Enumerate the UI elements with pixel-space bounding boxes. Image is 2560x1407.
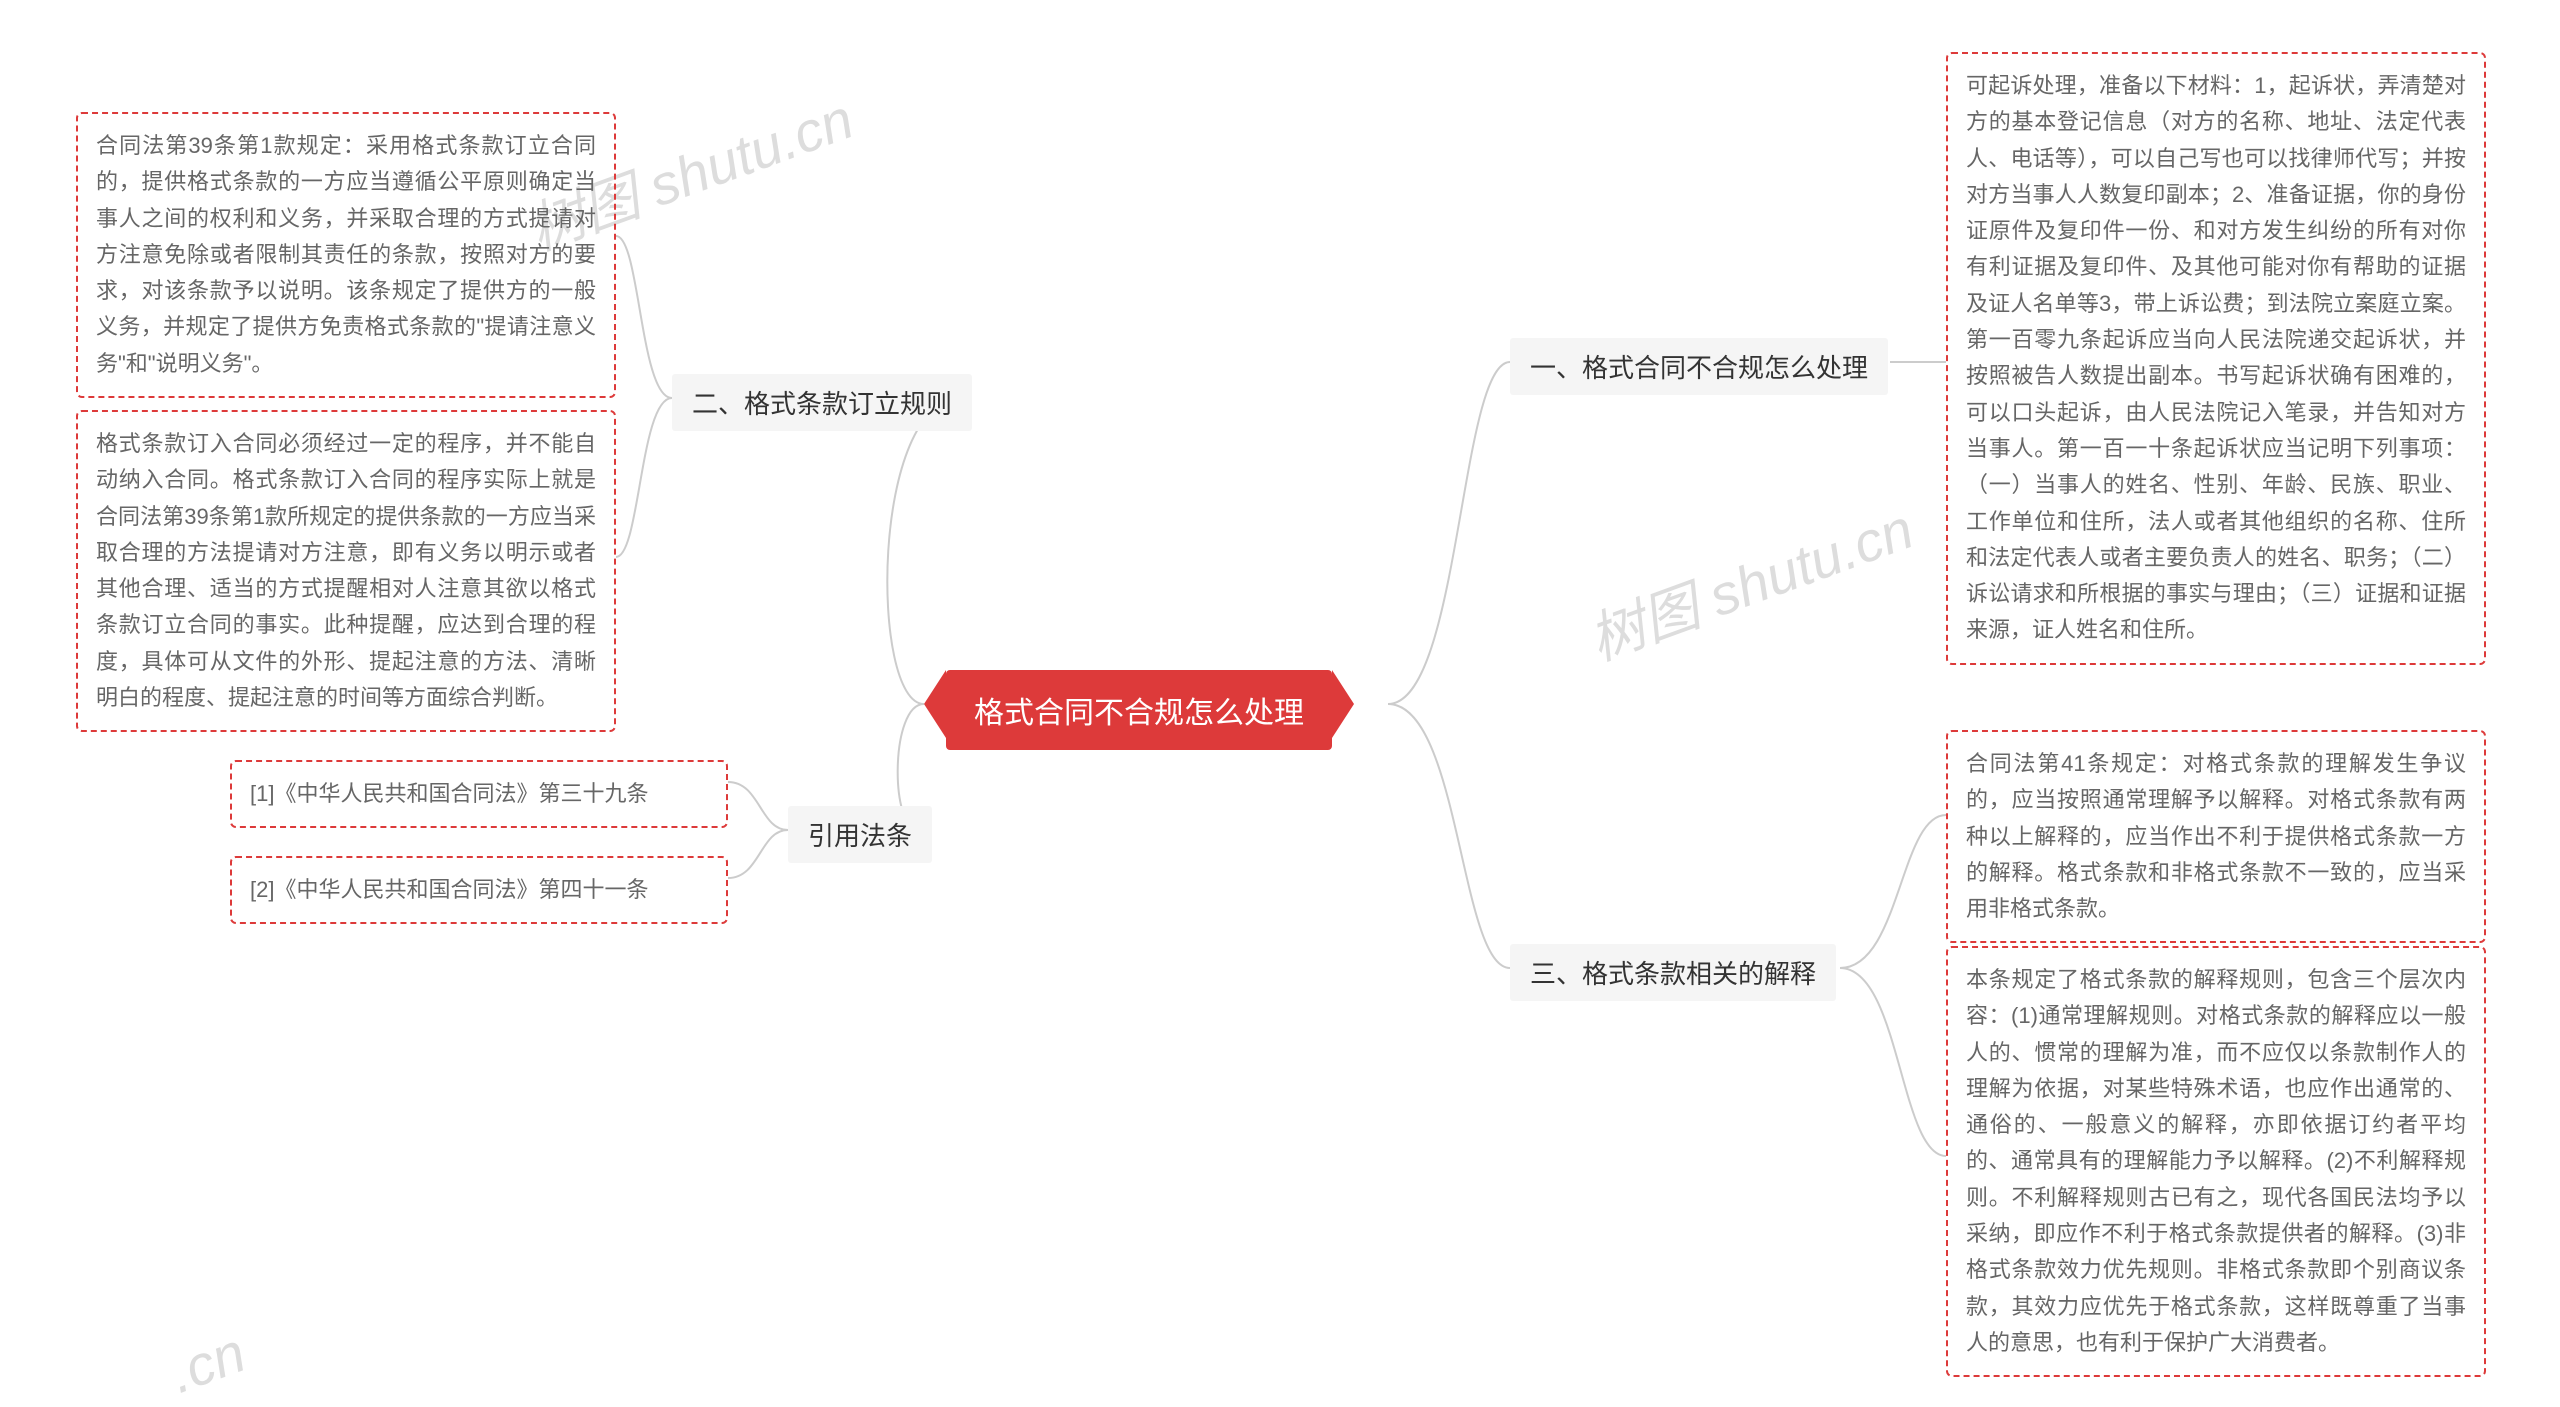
leaf-node: [2]《中华人民共和国合同法》第四十一条 <box>230 856 728 924</box>
leaf-node: 合同法第39条第1款规定：采用格式条款订立合同的，提供格式条款的一方应当遵循公平… <box>76 112 616 398</box>
branch-label: 引用法条 <box>808 821 912 851</box>
connector <box>887 398 962 704</box>
connector <box>616 236 672 398</box>
leaf-node: 格式条款订入合同必须经过一定的程序，并不能自动纳入合同。格式条款订入合同的程序实… <box>76 410 616 732</box>
branch-label: 三、格式条款相关的解释 <box>1530 959 1816 989</box>
leaf-node: 本条规定了格式条款的解释规则，包含三个层次内容：(1)通常理解规则。对格式条款的… <box>1946 946 2486 1377</box>
connector <box>1388 362 1510 704</box>
leaf-text: 合同法第41条规定：对格式条款的理解发生争议的，应当按照通常理解予以解释。对格式… <box>1966 751 2466 921</box>
branch-node: 一、格式合同不合规怎么处理 <box>1510 338 1888 395</box>
leaf-text: 可起诉处理，准备以下材料：1，起诉状，弄清楚对方的基本登记信息（对方的名称、地址… <box>1966 73 2466 642</box>
mindmap-canvas: 格式合同不合规怎么处理 一、格式合同不合规怎么处理三、格式条款相关的解释 二、格式… <box>0 0 2560 1407</box>
connector <box>1840 968 1946 1156</box>
branch-node: 二、格式条款订立规则 <box>672 374 972 431</box>
leaf-text: 本条规定了格式条款的解释规则，包含三个层次内容：(1)通常理解规则。对格式条款的… <box>1966 967 2466 1355</box>
connector <box>728 830 788 878</box>
leaf-node: 可起诉处理，准备以下材料：1，起诉状，弄清楚对方的基本登记信息（对方的名称、地址… <box>1946 52 2486 665</box>
connector <box>728 782 788 830</box>
connector <box>1388 704 1510 968</box>
leaf-text: 合同法第39条第1款规定：采用格式条款订立合同的，提供格式条款的一方应当遵循公平… <box>96 133 596 376</box>
connector <box>1840 815 1946 968</box>
branch-node: 引用法条 <box>788 806 932 863</box>
branch-label: 二、格式条款订立规则 <box>692 389 952 419</box>
leaf-text: [1]《中华人民共和国合同法》第三十九条 <box>250 781 648 806</box>
connector <box>616 398 672 557</box>
root-label: 格式合同不合规怎么处理 <box>974 697 1304 730</box>
leaf-node: 合同法第41条规定：对格式条款的理解发生争议的，应当按照通常理解予以解释。对格式… <box>1946 730 2486 943</box>
branch-label: 一、格式合同不合规怎么处理 <box>1530 353 1868 383</box>
leaf-text: [2]《中华人民共和国合同法》第四十一条 <box>250 877 648 902</box>
root-node: 格式合同不合规怎么处理 <box>946 670 1332 750</box>
leaf-text: 格式条款订入合同必须经过一定的程序，并不能自动纳入合同。格式条款订入合同的程序实… <box>96 431 596 710</box>
branch-node: 三、格式条款相关的解释 <box>1510 944 1836 1001</box>
leaf-node: [1]《中华人民共和国合同法》第三十九条 <box>230 760 728 828</box>
